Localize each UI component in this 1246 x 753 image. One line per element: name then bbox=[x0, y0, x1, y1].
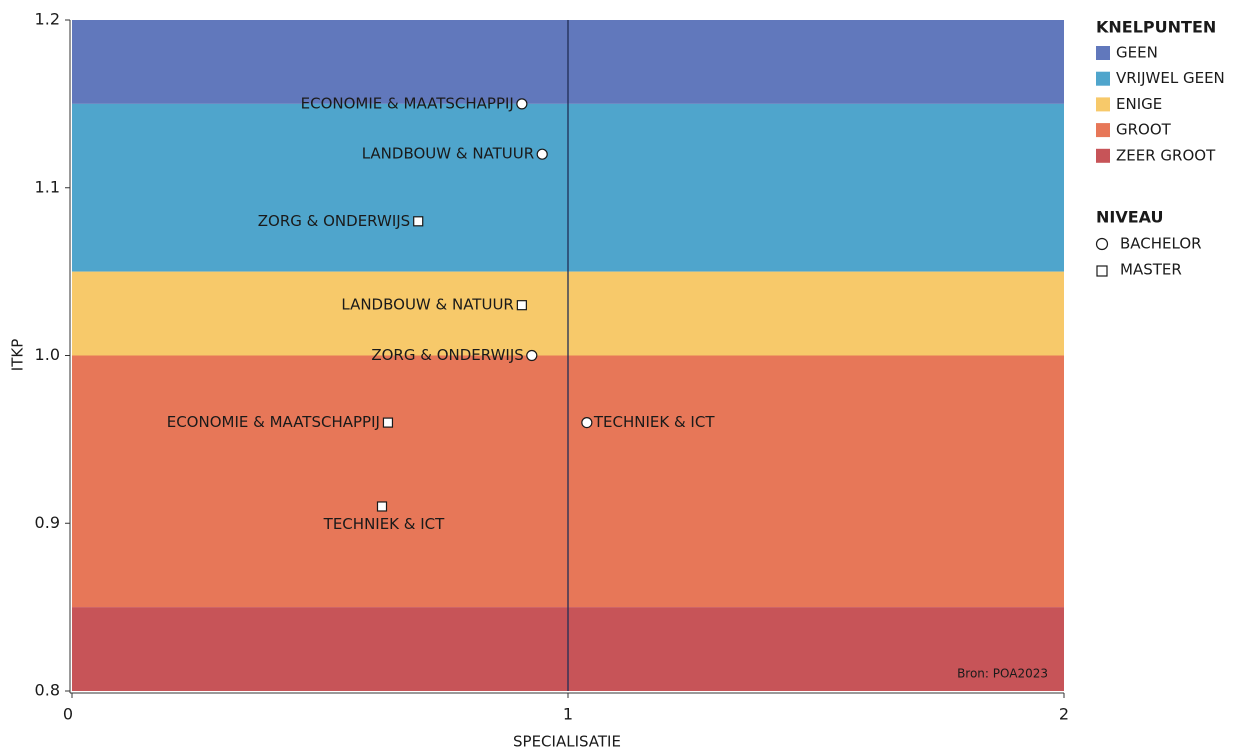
legend-title: NIVEAU bbox=[1096, 208, 1164, 227]
source-note: Bron: POA2023 bbox=[957, 667, 1048, 681]
legend-title: KNELPUNTEN bbox=[1096, 18, 1216, 37]
y-tick-label: 1.2 bbox=[35, 10, 60, 29]
point bbox=[581, 417, 593, 429]
point bbox=[376, 501, 388, 512]
y-tick-label: 0.9 bbox=[35, 513, 60, 532]
point-label: TECHNIEK & ICT bbox=[323, 515, 445, 533]
legend-swatch bbox=[1096, 123, 1110, 138]
legend-label: MASTER bbox=[1120, 261, 1182, 279]
x-tick-label: 2 bbox=[1059, 705, 1069, 724]
x-tick-label: 1 bbox=[563, 705, 573, 724]
point-label: ECONOMIE & MAATSCHAPPIJ bbox=[301, 94, 514, 112]
legend-label: VRIJWEL GEEN bbox=[1116, 69, 1225, 87]
y-tick-label: 1.0 bbox=[35, 345, 60, 364]
point bbox=[536, 148, 548, 160]
legend-label: GROOT bbox=[1116, 121, 1172, 139]
point-label: LANDBOUW & NATUUR bbox=[362, 145, 534, 163]
point bbox=[413, 216, 424, 227]
legend-label: GEEN bbox=[1116, 44, 1158, 62]
legend-swatch bbox=[1096, 71, 1110, 86]
point-label: ZORG & ONDERWIJS bbox=[258, 212, 410, 230]
x-axis-label: SPECIALISATIE bbox=[513, 733, 621, 751]
point-label: LANDBOUW & NATUUR bbox=[341, 296, 513, 314]
point-label: ECONOMIE & MAATSCHAPPIJ bbox=[167, 413, 380, 431]
point bbox=[382, 417, 394, 428]
point bbox=[526, 349, 538, 362]
legend-label: ZEER GROOT bbox=[1116, 146, 1216, 164]
y-axis-label: ITKP bbox=[9, 339, 27, 371]
legend-marker bbox=[1096, 265, 1108, 277]
legend-label: BACHELOR bbox=[1120, 235, 1202, 253]
legend-label: ENIGE bbox=[1116, 95, 1162, 113]
legend-swatch bbox=[1096, 97, 1110, 112]
point bbox=[516, 98, 528, 110]
point-label: TECHNIEK & ICT bbox=[593, 413, 715, 431]
x-tick-label: 0 bbox=[63, 705, 73, 724]
legend-swatch bbox=[1096, 46, 1110, 60]
y-tick-label: 1.1 bbox=[35, 177, 60, 196]
point bbox=[516, 300, 527, 311]
point-label: ZORG & ONDERWIJS bbox=[371, 346, 523, 364]
legend-swatch bbox=[1096, 148, 1110, 163]
y-tick-label: 0.8 bbox=[35, 681, 60, 700]
legend-marker bbox=[1095, 237, 1109, 251]
